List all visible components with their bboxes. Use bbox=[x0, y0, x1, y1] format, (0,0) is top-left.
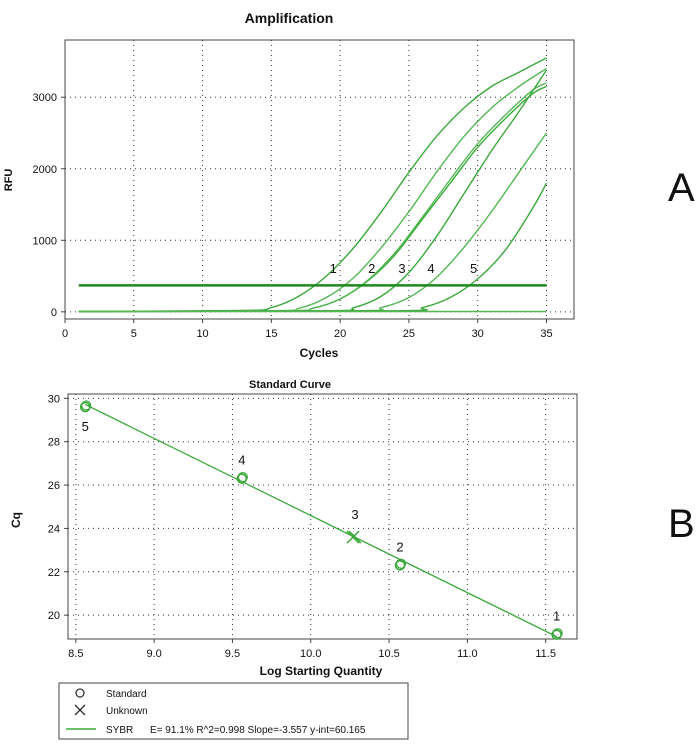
x-tick-label: 9.5 bbox=[225, 648, 240, 660]
y-tick-label: 30 bbox=[48, 393, 60, 405]
x-tick-label: 9.0 bbox=[146, 648, 161, 660]
x-tick-label: 5 bbox=[131, 328, 137, 340]
x-tick-label: 35 bbox=[540, 328, 552, 340]
x-tick-label: 25 bbox=[403, 328, 415, 340]
amplification-chart: Amplification 0 5 10 15 20 25 30 35010002000300… bbox=[3, 10, 575, 360]
amplification-grid bbox=[65, 40, 574, 319]
x-tick-label: 0 bbox=[62, 328, 68, 340]
legend-box bbox=[58, 682, 409, 740]
standard-point-replicate bbox=[552, 628, 563, 639]
legend-standard-marker bbox=[75, 688, 85, 698]
standard-curve-plot-area bbox=[67, 393, 578, 640]
x-tick-label: 20 bbox=[334, 328, 346, 340]
unknown-point-label: 3 bbox=[351, 507, 358, 522]
y-tick-label: 22 bbox=[48, 567, 60, 579]
curve-annotation: 3 bbox=[398, 261, 405, 276]
standard-point-replicate bbox=[395, 558, 407, 569]
x-tick-label: 10.0 bbox=[300, 648, 321, 660]
standard-point-replicate bbox=[237, 471, 248, 483]
amplification-y-label: RFU bbox=[3, 169, 15, 192]
amplification-curve-7 bbox=[78, 182, 548, 313]
x-tick-label: 11.0 bbox=[457, 648, 478, 660]
amplification-x-label: Cycles bbox=[300, 346, 339, 360]
y-tick-label: 3000 bbox=[33, 92, 57, 104]
x-tick-label: 30 bbox=[472, 328, 484, 340]
x-tick-label: 10.5 bbox=[378, 648, 399, 660]
legend: Standard Unknown SYBR E= 91.1% R^2=0.998… bbox=[58, 682, 409, 740]
legend-stats: E= 91.1% R^2=0.998 Slope=-3.557 y-int=60… bbox=[150, 725, 366, 736]
amplification-plot-area bbox=[64, 39, 575, 320]
y-tick-label: 2000 bbox=[33, 164, 57, 176]
legend-series-label: SYBR bbox=[106, 725, 133, 736]
y-tick-label: 26 bbox=[48, 480, 60, 492]
legend-unknown-label: Unknown bbox=[106, 706, 148, 717]
amplification-curve-4 bbox=[78, 82, 547, 313]
standard-point bbox=[394, 559, 406, 571]
curve-annotation: 2 bbox=[368, 261, 375, 276]
curve-annotation: 4 bbox=[427, 261, 434, 276]
unknown-point bbox=[346, 530, 362, 544]
standard-point bbox=[551, 629, 562, 640]
standard-curve-fit-line bbox=[84, 403, 557, 638]
standard-point-label: 4 bbox=[238, 453, 245, 468]
curve-annotation: 5 bbox=[470, 261, 477, 276]
y-tick-label: 28 bbox=[48, 437, 60, 449]
panel-label-a: A bbox=[668, 166, 695, 210]
standard-curve-grid bbox=[68, 394, 577, 639]
panel-label-b: B bbox=[668, 502, 695, 546]
legend-standard-label: Standard bbox=[106, 689, 147, 700]
y-tick-label: 1000 bbox=[33, 235, 57, 247]
standard-curve-title: Standard Curve bbox=[249, 379, 331, 391]
y-tick-label: 0 bbox=[51, 307, 57, 319]
standard-curve-points: 5 4 2 1 3 bbox=[79, 400, 563, 640]
standard-curve-y-label: Cq bbox=[9, 512, 23, 528]
y-tick-label: 20 bbox=[48, 610, 60, 622]
x-tick-label: 11.5 bbox=[535, 648, 556, 660]
standard-point-label: 1 bbox=[553, 609, 560, 624]
x-tick-label: 10 bbox=[196, 328, 208, 340]
x-tick-label: 15 bbox=[265, 328, 277, 340]
y-tick-label: 24 bbox=[48, 523, 60, 535]
amplification-curve-1 bbox=[78, 57, 547, 313]
standard-curve-chart: Standard Curve 8.5 9.0 9.5 10.0 10.5 11.0 11.5… bbox=[9, 379, 578, 740]
amplification-series bbox=[78, 57, 548, 313]
standard-point-replicate bbox=[81, 400, 92, 411]
amplification-curve-3 bbox=[78, 85, 547, 313]
standard-point bbox=[236, 473, 248, 484]
curve-annotation: 1 bbox=[330, 261, 337, 276]
amplification-title: Amplification bbox=[245, 10, 334, 26]
legend-unknown-marker bbox=[74, 704, 86, 716]
amplification-annotations: 1 2 3 4 5 bbox=[330, 261, 478, 276]
standard-curve-x-label: Log Starting Quantity bbox=[260, 664, 383, 678]
standard-point bbox=[79, 401, 91, 413]
x-tick-label: 8.5 bbox=[68, 648, 83, 660]
standard-point-label: 2 bbox=[396, 539, 403, 554]
standard-point-label: 5 bbox=[82, 419, 89, 434]
